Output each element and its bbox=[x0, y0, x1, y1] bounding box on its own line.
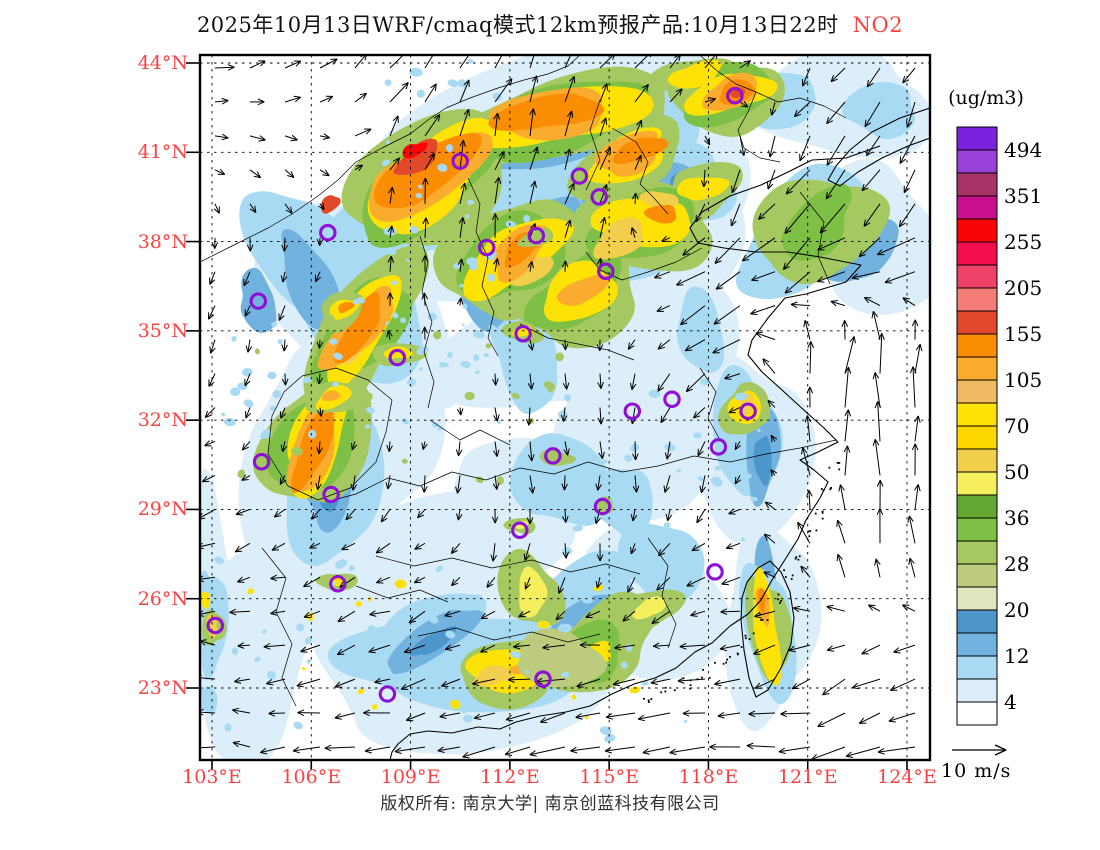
lat-label: 35°N bbox=[137, 319, 188, 342]
field-speckles bbox=[214, 59, 761, 743]
legend-cell bbox=[956, 218, 998, 243]
legend-cell bbox=[956, 126, 998, 151]
station-marker bbox=[623, 402, 642, 420]
legend-cell bbox=[956, 241, 998, 266]
legend-cell bbox=[956, 471, 998, 496]
chart-title: 2025年10月13日WRF/cmaq模式12km预报产品:10月13日22时 N… bbox=[0, 9, 1100, 39]
lon-label: 103°E bbox=[182, 766, 242, 788]
station-marker bbox=[534, 670, 552, 688]
station-marker bbox=[590, 188, 608, 206]
legend-cell bbox=[956, 425, 998, 450]
legend-cell bbox=[956, 356, 998, 381]
basemap-borders bbox=[200, 55, 930, 760]
lat-label: 38°N bbox=[137, 230, 188, 253]
axis-ticks bbox=[186, 62, 908, 770]
station-marker bbox=[388, 348, 407, 367]
lon-label: 121°E bbox=[777, 766, 838, 788]
legend-cell bbox=[956, 172, 998, 197]
station-marker bbox=[329, 575, 347, 593]
legend-cell bbox=[956, 517, 998, 542]
legend-cell bbox=[956, 448, 998, 473]
station-marker bbox=[739, 402, 757, 420]
legend-cell bbox=[956, 655, 998, 680]
lon-label: 112°E bbox=[480, 766, 540, 788]
lat-label: 41°N bbox=[137, 141, 188, 164]
lon-label: 115°E bbox=[579, 766, 639, 788]
lon-label: 118°E bbox=[678, 766, 739, 788]
legend-cell bbox=[956, 264, 998, 289]
legend-cell bbox=[956, 195, 998, 220]
station-marker bbox=[663, 390, 681, 409]
legend-cell bbox=[956, 310, 998, 335]
lat-label: 32°N bbox=[137, 409, 188, 432]
legend-cell bbox=[956, 494, 998, 519]
legend-value: 205 bbox=[1004, 276, 1043, 300]
legend-cell bbox=[956, 287, 998, 312]
legend-value: 12 bbox=[1004, 644, 1030, 668]
lat-label: 23°N bbox=[137, 676, 188, 699]
wind-reference-arrow bbox=[952, 744, 1007, 756]
legend-value: 351 bbox=[1004, 184, 1043, 208]
legend-cell bbox=[956, 540, 998, 565]
legend-cell bbox=[956, 149, 998, 174]
station-marker bbox=[451, 152, 469, 170]
wind-vectors bbox=[200, 55, 923, 760]
station-marker bbox=[249, 292, 268, 310]
legend-cell bbox=[956, 563, 998, 588]
station-marker bbox=[252, 453, 271, 471]
legend-value: 20 bbox=[1004, 598, 1030, 622]
legend-cell bbox=[956, 333, 998, 358]
lat-label: 26°N bbox=[137, 587, 188, 610]
legend-value: 105 bbox=[1004, 368, 1043, 392]
wind-reference-label: 10 m/s bbox=[941, 760, 1012, 782]
legend-value: 494 bbox=[1004, 138, 1043, 162]
station-marker bbox=[709, 438, 728, 456]
legend-cell bbox=[956, 402, 998, 427]
legend-value: 4 bbox=[1004, 690, 1017, 714]
station-marker bbox=[593, 497, 612, 516]
legend-units-label: (ug/m3) bbox=[948, 87, 1024, 109]
legend-cell bbox=[956, 632, 998, 657]
legend-cell bbox=[956, 609, 998, 634]
station-marker bbox=[378, 685, 397, 703]
station-marker bbox=[527, 226, 546, 245]
legend-cell bbox=[956, 586, 998, 611]
legend-value: 50 bbox=[1004, 460, 1030, 484]
station-marker bbox=[570, 167, 589, 185]
station-marker bbox=[514, 325, 532, 343]
station-marker bbox=[319, 223, 337, 242]
station-marker bbox=[511, 521, 529, 540]
station-markers bbox=[206, 86, 757, 703]
station-marker bbox=[206, 616, 225, 635]
title-text: 2025年10月13日WRF/cmaq模式12km预报产品:10月13日22时 bbox=[196, 13, 839, 37]
legend-value: 70 bbox=[1004, 414, 1030, 438]
legend-value: 155 bbox=[1004, 322, 1043, 346]
lat-label: 29°N bbox=[137, 498, 188, 521]
legend-colorbar bbox=[956, 126, 998, 726]
station-marker bbox=[322, 485, 340, 504]
map-layers bbox=[200, 55, 930, 760]
lon-label: 124°E bbox=[877, 766, 937, 788]
legend-cell bbox=[956, 379, 998, 404]
legend-cell bbox=[956, 678, 998, 703]
lon-label: 106°E bbox=[281, 766, 342, 788]
station-marker bbox=[544, 447, 562, 465]
lat-label: 44°N bbox=[137, 52, 188, 74]
station-marker bbox=[477, 238, 496, 257]
legend-value: 255 bbox=[1004, 230, 1043, 254]
legend-cell bbox=[956, 701, 998, 726]
map-frame bbox=[198, 53, 932, 762]
copyright-text: 版权所有: 南京大学| 南京创蓝科技有限公司 bbox=[380, 794, 720, 814]
title-pollutant: NO2 bbox=[852, 13, 904, 37]
lon-label: 109°E bbox=[380, 766, 441, 788]
station-marker bbox=[706, 563, 724, 581]
legend-value: 36 bbox=[1004, 506, 1030, 530]
station-marker bbox=[726, 86, 744, 105]
station-marker bbox=[597, 262, 615, 281]
legend-value: 28 bbox=[1004, 552, 1030, 576]
